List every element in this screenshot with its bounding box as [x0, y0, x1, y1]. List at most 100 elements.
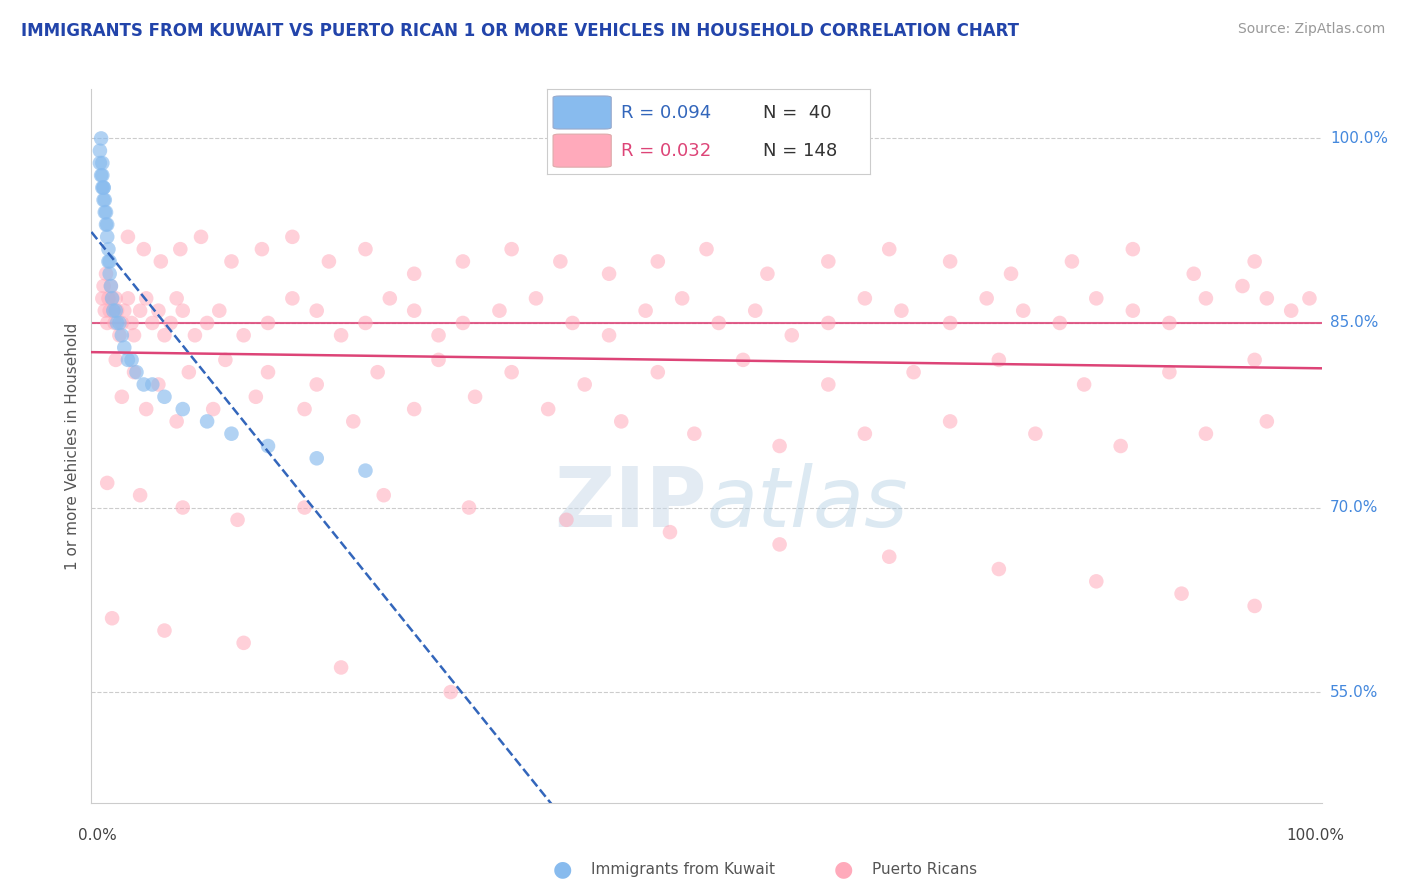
Point: [135, 402, 157, 417]
Point: [647, 254, 669, 268]
Point: [1182, 267, 1205, 281]
Point: [105, 316, 128, 330]
Point: [768, 439, 790, 453]
Point: [111, 390, 134, 404]
Point: [153, 328, 176, 343]
Point: [281, 230, 304, 244]
Point: [104, 303, 127, 318]
Point: [404, 402, 426, 417]
Point: [378, 291, 401, 305]
Point: [96, 218, 118, 232]
Point: [501, 365, 523, 379]
Point: [1049, 316, 1071, 330]
Point: [166, 291, 188, 305]
Text: 100.0%: 100.0%: [1286, 828, 1344, 843]
Point: [427, 352, 450, 367]
Point: [853, 291, 876, 305]
Point: [104, 291, 127, 305]
Point: [1256, 414, 1278, 428]
Point: [1159, 365, 1181, 379]
Point: [100, 279, 122, 293]
Point: [659, 525, 682, 540]
Point: [671, 291, 693, 305]
Point: [91, 180, 114, 194]
Point: [208, 303, 231, 318]
Point: [121, 352, 143, 367]
Point: [1085, 574, 1108, 589]
Point: [103, 303, 125, 318]
Point: [221, 426, 243, 441]
Point: [245, 390, 267, 404]
Point: [744, 303, 766, 318]
Point: [1159, 316, 1181, 330]
Point: [939, 414, 962, 428]
Point: [112, 341, 135, 355]
Point: [404, 303, 426, 318]
Point: [129, 488, 152, 502]
Point: [190, 230, 212, 244]
Point: [890, 303, 912, 318]
Point: [458, 500, 481, 515]
Point: [105, 303, 128, 318]
Text: Source: ZipAtlas.com: Source: ZipAtlas.com: [1237, 22, 1385, 37]
Point: [305, 303, 328, 318]
Point: [97, 242, 120, 256]
Point: [1195, 426, 1218, 441]
Point: [464, 390, 486, 404]
Point: [305, 377, 328, 392]
Point: [1000, 267, 1022, 281]
Point: [98, 267, 121, 281]
Point: [132, 242, 155, 256]
Text: ZIP: ZIP: [554, 463, 706, 543]
Point: [305, 451, 328, 466]
Point: [153, 624, 176, 638]
Point: [93, 193, 115, 207]
Point: [404, 267, 426, 281]
Point: [122, 328, 145, 343]
Text: ●: ●: [553, 860, 572, 880]
Point: [768, 537, 790, 551]
Point: [214, 352, 236, 367]
Point: [94, 303, 117, 318]
Point: [1060, 254, 1083, 268]
Point: [101, 291, 124, 305]
Point: [93, 279, 115, 293]
Point: [117, 291, 139, 305]
Y-axis label: 1 or more Vehicles in Household: 1 or more Vehicles in Household: [65, 322, 80, 570]
Point: [1232, 279, 1254, 293]
Point: [93, 180, 115, 194]
Point: [1122, 303, 1144, 318]
Point: [1256, 291, 1278, 305]
Point: [125, 365, 148, 379]
Point: [94, 205, 117, 219]
Point: [903, 365, 925, 379]
Point: [550, 254, 572, 268]
Point: [598, 328, 620, 343]
Point: [707, 316, 730, 330]
Point: [731, 352, 754, 367]
Point: [257, 316, 280, 330]
Point: [112, 303, 135, 318]
Point: [96, 475, 118, 490]
Point: [90, 169, 112, 183]
Point: [94, 193, 117, 207]
Point: [108, 316, 131, 330]
Text: 55.0%: 55.0%: [1330, 684, 1378, 699]
Point: [111, 328, 134, 343]
Point: [96, 316, 118, 330]
Point: [148, 377, 170, 392]
Point: [132, 377, 155, 392]
Text: atlas: atlas: [706, 463, 908, 543]
Point: [1024, 426, 1046, 441]
Point: [976, 291, 998, 305]
Point: [101, 611, 124, 625]
Point: [98, 303, 121, 318]
Point: [91, 156, 114, 170]
Point: [202, 402, 225, 417]
Point: [696, 242, 718, 256]
Point: [1122, 242, 1144, 256]
Point: [634, 303, 657, 318]
Point: [91, 291, 114, 305]
Point: [172, 303, 194, 318]
Point: [817, 377, 839, 392]
